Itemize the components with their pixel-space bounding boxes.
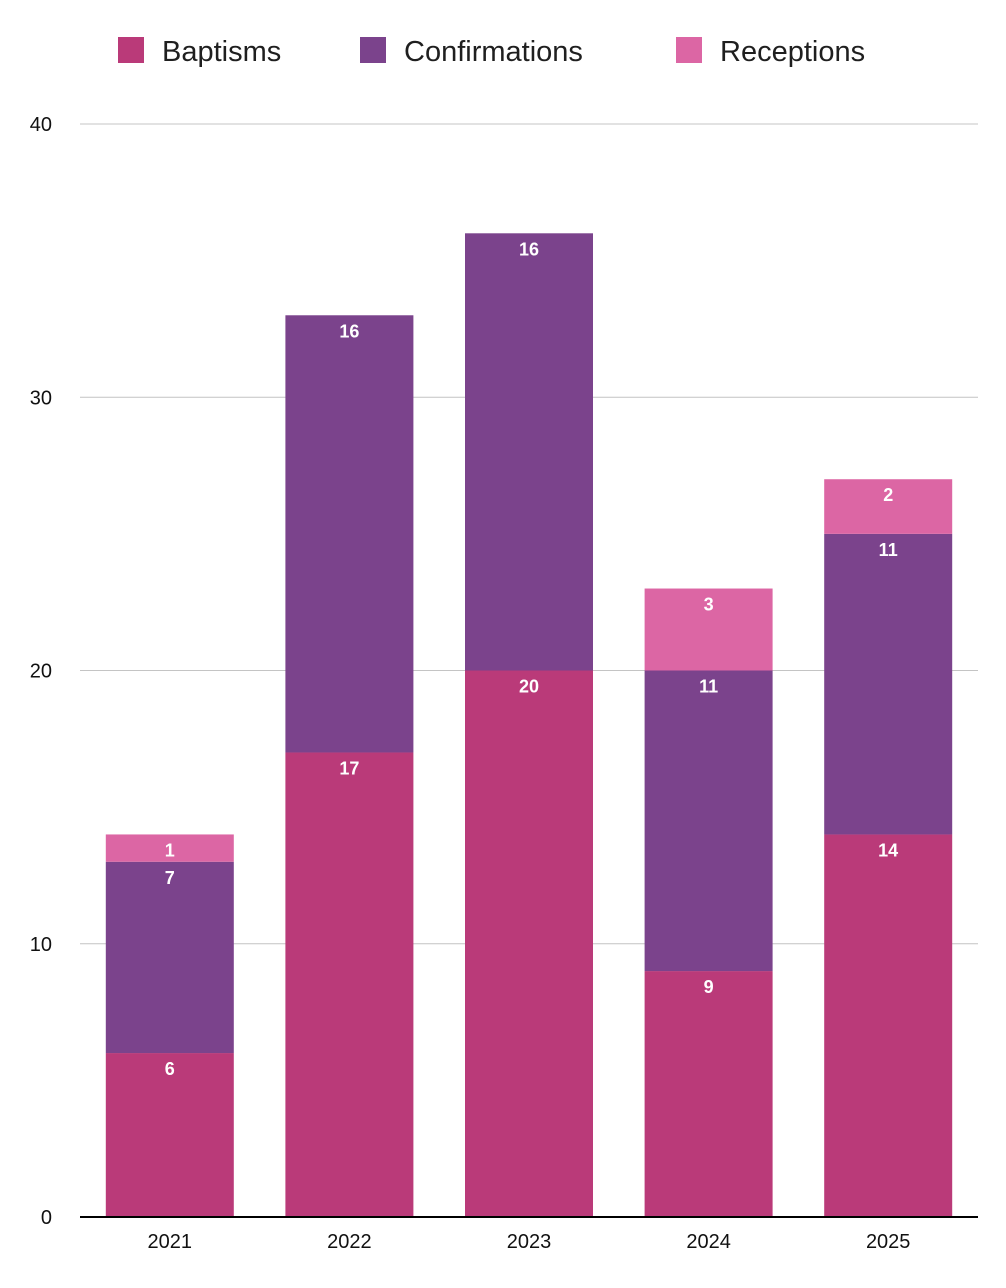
y-tick-label-20: 20 [30, 661, 52, 683]
bar-baptisms-2023 [465, 670, 593, 1217]
y-tick-label-40: 40 [30, 114, 52, 136]
x-tick-label-2021: 2021 [148, 1231, 193, 1253]
data-label-baptisms-2024: 9 [704, 977, 714, 997]
bar-receptions-2025 [824, 479, 953, 534]
x-tick-label-2024: 2024 [686, 1231, 731, 1253]
x-tick-label-2022: 2022 [327, 1231, 372, 1253]
data-label-confirmations-2025: 11 [879, 540, 898, 560]
data-label-baptisms-2021: 6 [165, 1059, 175, 1079]
y-axis: 0 10 20 30 40 [30, 114, 52, 1229]
data-label-confirmations-2024: 11 [699, 677, 718, 697]
legend-label-baptisms: Baptisms [162, 36, 281, 68]
bar-confirmations-2021 [105, 861, 234, 1054]
bar-baptisms-2025 [824, 834, 953, 1217]
legend-swatch-receptions [676, 37, 702, 63]
data-label-confirmations-2023: 16 [519, 239, 539, 259]
data-label-confirmations-2021: 7 [165, 868, 175, 888]
bars: 6 7 1 17 16 20 16 9 11 3 14 11 2 [105, 233, 953, 1217]
bar-confirmations-2025 [824, 533, 953, 835]
legend-label-confirmations: Confirmations [404, 36, 583, 68]
legend-swatch-confirmations [360, 37, 386, 63]
bar-baptisms-2022 [285, 752, 414, 1217]
bar-baptisms-2021 [105, 1053, 234, 1217]
data-label-receptions-2024: 3 [704, 595, 714, 615]
y-tick-label-0: 0 [41, 1207, 52, 1229]
legend-swatch-baptisms [118, 37, 144, 63]
x-tick-label-2025: 2025 [866, 1231, 911, 1253]
data-label-baptisms-2022: 17 [339, 758, 359, 778]
legend-label-receptions: Receptions [720, 36, 865, 68]
data-label-receptions-2025: 2 [883, 485, 893, 505]
legend: Baptisms Confirmations Receptions [118, 36, 865, 68]
bar-receptions-2024 [644, 588, 773, 671]
y-tick-label-30: 30 [30, 387, 52, 409]
y-tick-label-10: 10 [30, 934, 52, 956]
bar-baptisms-2024 [644, 971, 773, 1217]
bar-confirmations-2023 [465, 233, 593, 671]
data-label-receptions-2021: 1 [165, 840, 175, 860]
data-label-baptisms-2025: 14 [878, 840, 898, 860]
data-label-confirmations-2022: 16 [339, 321, 359, 341]
x-axis: 2021 2022 2023 2024 2025 [80, 1216, 978, 1253]
bar-confirmations-2024 [644, 670, 773, 972]
x-tick-label-2023: 2023 [507, 1231, 552, 1253]
bar-receptions-2021 [105, 834, 234, 862]
bar-confirmations-2022 [285, 315, 414, 753]
data-label-baptisms-2023: 20 [519, 677, 539, 697]
